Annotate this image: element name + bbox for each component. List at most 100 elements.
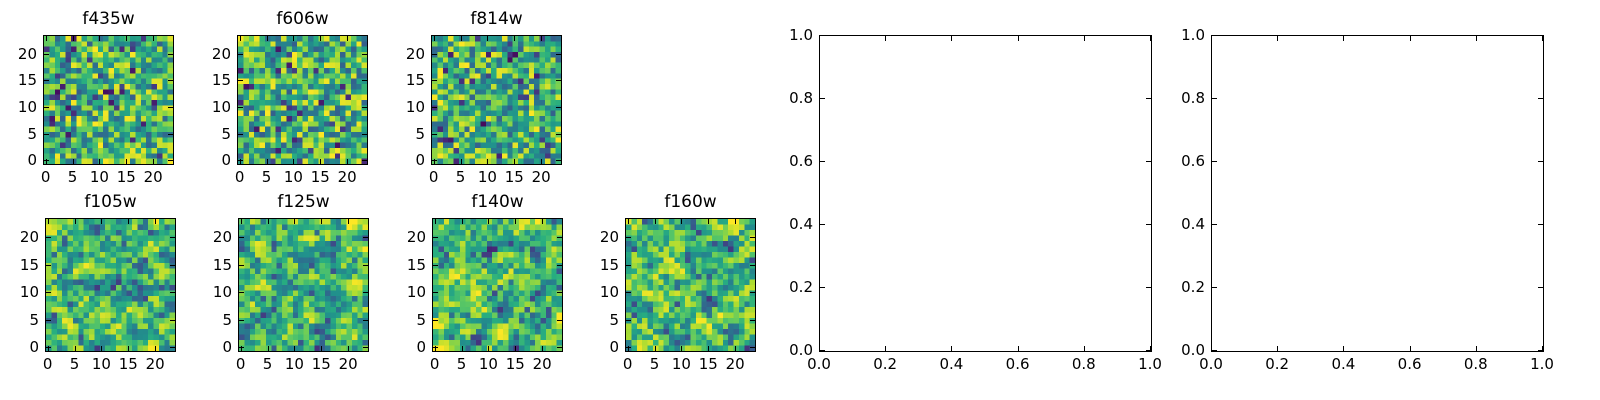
tick-mark (750, 264, 755, 266)
x-tick-label: 0.4 (939, 355, 964, 373)
tick-mark (293, 159, 295, 164)
tick-mark (1083, 346, 1085, 351)
tick-mark (46, 292, 51, 294)
tick-mark (239, 347, 244, 349)
x-tick-label: 0 (235, 355, 246, 373)
tick-mark (363, 292, 368, 294)
tick-mark (681, 346, 683, 351)
y-tick-label: 0.4 (1181, 215, 1205, 233)
tick-mark (168, 53, 173, 55)
tick-mark (294, 219, 296, 224)
heatmap-image (432, 36, 561, 164)
x-tick-label: 15 (118, 355, 138, 373)
tick-mark (1146, 287, 1151, 288)
x-tick-label: 0.6 (1397, 355, 1422, 373)
y-tick-label: 15 (599, 255, 619, 274)
x-tick-label: 10 (478, 355, 498, 373)
tick-mark (44, 160, 49, 162)
tick-mark (99, 159, 101, 164)
y-tick-label: 5 (609, 310, 619, 329)
x-tick-label: 0 (234, 168, 245, 186)
heatmap-image (46, 219, 175, 351)
y-tick-label: 20 (17, 44, 37, 63)
tick-mark (1343, 346, 1345, 351)
tick-mark (708, 346, 710, 351)
y-tick-label: 1.0 (789, 26, 813, 44)
y-tick-label: 20 (212, 228, 232, 247)
tick-mark (1475, 346, 1477, 351)
x-tick-label: 15 (310, 168, 330, 186)
tick-mark (1409, 36, 1411, 41)
tick-mark (433, 237, 438, 239)
subplot-empty-axes-1: 0.0 0.2 0.4 0.6 0.8 1.0 0.0 0.2 0.4 0.6 0.8 1.0 (789, 26, 1162, 373)
subplot-heatmap-f125w: f125w 0 5 10 15 20 0 5 10 15 20 (213, 192, 369, 373)
tick-mark (1538, 161, 1543, 162)
tick-mark (101, 219, 103, 224)
tick-mark (1212, 35, 1217, 36)
tick-mark (460, 159, 462, 164)
y-tick-label: 5 (221, 124, 231, 143)
subplot-heatmap-f814w: f814w 0 5 10 15 20 0 5 10 15 20 (406, 9, 562, 186)
tick-mark (238, 80, 243, 82)
tick-mark (820, 161, 825, 162)
tick-mark (126, 159, 128, 164)
y-tick-label: 1.0 (1181, 26, 1205, 44)
tick-mark (347, 159, 349, 164)
x-tick-label: 0 (622, 355, 633, 373)
tick-mark (820, 35, 825, 36)
tick-mark (238, 160, 243, 162)
x-tick-label: 20 (531, 168, 551, 186)
tick-mark (557, 319, 562, 321)
x-tick-label: 5 (262, 355, 273, 373)
tick-mark (654, 346, 656, 351)
tick-mark (239, 237, 244, 239)
tick-mark (885, 346, 887, 351)
tick-mark (750, 347, 755, 349)
tick-mark (348, 219, 350, 224)
x-tick-label: 0 (40, 168, 51, 186)
tick-mark (170, 237, 175, 239)
tick-mark (267, 346, 269, 351)
y-tick-label: 0 (416, 338, 426, 357)
tick-mark (363, 264, 368, 266)
tick-mark (155, 346, 157, 351)
y-tick-label: 0 (222, 338, 232, 357)
y-tick-label: 15 (19, 255, 39, 274)
x-tick-label: 10 (477, 168, 497, 186)
tick-mark (239, 36, 241, 41)
y-tick-label: 0.8 (1181, 89, 1205, 107)
tick-mark (820, 350, 825, 351)
subplot-title: f435w (82, 9, 135, 29)
tick-mark (557, 292, 562, 294)
tick-mark (735, 346, 737, 351)
tick-mark (321, 346, 323, 351)
tick-mark (266, 36, 268, 41)
y-tick-label: 5 (29, 310, 39, 329)
tick-mark (240, 346, 242, 351)
tick-mark (515, 219, 517, 224)
heatmap-image (238, 36, 367, 164)
tick-mark (626, 347, 631, 349)
x-tick-label: 1.0 (1138, 355, 1162, 373)
tick-mark (557, 347, 562, 349)
tick-mark (362, 133, 367, 135)
x-tick-label: 0.8 (1071, 355, 1096, 373)
tick-mark (47, 346, 49, 351)
tick-mark (626, 264, 631, 266)
x-tick-label: 15 (311, 355, 331, 373)
tick-mark (487, 159, 489, 164)
tick-mark (1538, 35, 1543, 36)
y-tick-label: 0 (415, 151, 425, 170)
y-tick-label: 0.2 (1181, 278, 1205, 296)
tick-mark (99, 36, 101, 41)
x-tick-label: 15 (116, 168, 136, 186)
tick-mark (46, 264, 51, 266)
tick-mark (432, 80, 437, 82)
heatmap-image (44, 36, 173, 164)
x-tick-label: 0.2 (873, 355, 898, 373)
tick-mark (170, 264, 175, 266)
x-tick-label: 20 (338, 355, 358, 373)
y-tick-label: 5 (222, 310, 232, 329)
y-tick-label: 20 (406, 228, 426, 247)
y-tick-label: 0 (27, 151, 37, 170)
